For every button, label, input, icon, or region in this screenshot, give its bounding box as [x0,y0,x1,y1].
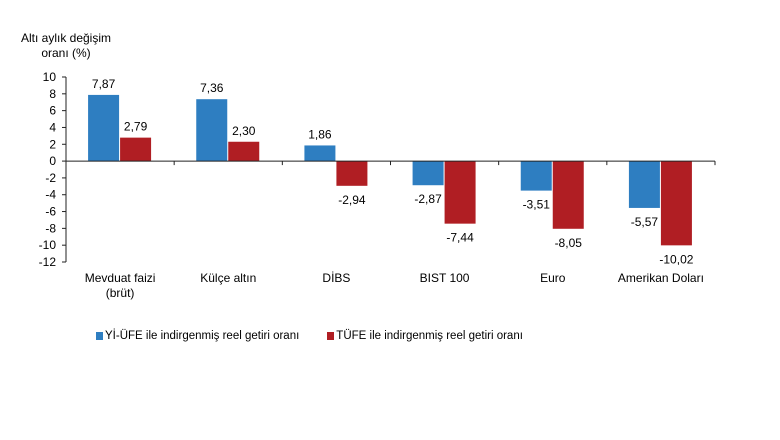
y-tick-label: -10 [39,238,57,252]
bar-yiufe [196,99,228,162]
category-label: Külçe altın [200,271,256,285]
bar-yiufe [412,161,444,186]
legend-swatch-yiufe [96,332,103,340]
bar-tufe [336,161,368,186]
legend: Yİ-ÜFE ile indirgenmiş reel getiri oranı… [96,330,523,342]
data-label: 2,30 [232,124,256,138]
y-tick-label: 0 [49,154,56,168]
bar-tufe [120,137,152,162]
data-label: -3,51 [523,198,551,212]
y-axis-title-line2: oranı (%) [41,46,91,60]
data-label: 1,86 [308,127,332,141]
y-tick-label: -8 [45,221,56,235]
bar-tufe [444,161,476,224]
y-axis-title: Altı aylık değişim oranı (%) [6,31,126,61]
y-tick-label: 10 [43,70,57,84]
legend-item-tufe: TÜFE ile indirgenmiş reel getiri oranı [327,330,523,342]
y-tick-label: 8 [49,87,56,101]
data-label: -2,87 [414,192,442,206]
y-tick-label: -4 [45,188,56,202]
category-label: BIST 100 [420,271,470,285]
data-label: -10,02 [659,252,693,266]
legend-label-yiufe: Yİ-ÜFE ile indirgenmiş reel getiri oranı [105,330,300,342]
bar-tufe [660,161,692,246]
bar-yiufe [628,161,660,208]
category-label: Amerikan Doları [618,271,704,285]
y-tick-label: 4 [49,120,56,134]
y-axis-title-line1: Altı aylık değişim [20,31,112,45]
y-tick-label: 2 [49,137,56,151]
legend-item-yiufe: Yİ-ÜFE ile indirgenmiş reel getiri oranı [96,330,299,342]
data-label: -5,57 [631,215,659,229]
y-tick-label: 6 [49,104,56,118]
bar-yiufe [88,94,120,162]
data-label: -2,94 [338,193,366,207]
data-label: 7,87 [92,77,116,91]
bar-yiufe [304,145,336,162]
legend-label-tufe: TÜFE ile indirgenmiş reel getiri oranı [336,330,523,342]
category-label: Mevduat faizi [85,271,156,285]
bar-tufe [552,161,584,229]
y-tick-label: -12 [39,255,57,269]
category-label: Euro [540,271,566,285]
data-label: 7,36 [200,81,224,95]
bar-yiufe [520,161,552,191]
bar-tufe [228,141,260,162]
data-label: 2,79 [124,120,148,134]
data-label: -7,44 [446,231,474,245]
data-label: -8,05 [555,236,583,250]
y-tick-label: -2 [45,171,56,185]
legend-swatch-tufe [327,332,335,340]
y-tick-label: -6 [45,205,56,219]
category-label: DİBS [322,271,350,285]
category-label: (brüt) [106,286,135,300]
bar-chart: 10 8 6 4 2 0 -2 -4 -6 -8 -10 -12 7,87 7,36 1,86 -2,87 -3… [39,70,716,300]
